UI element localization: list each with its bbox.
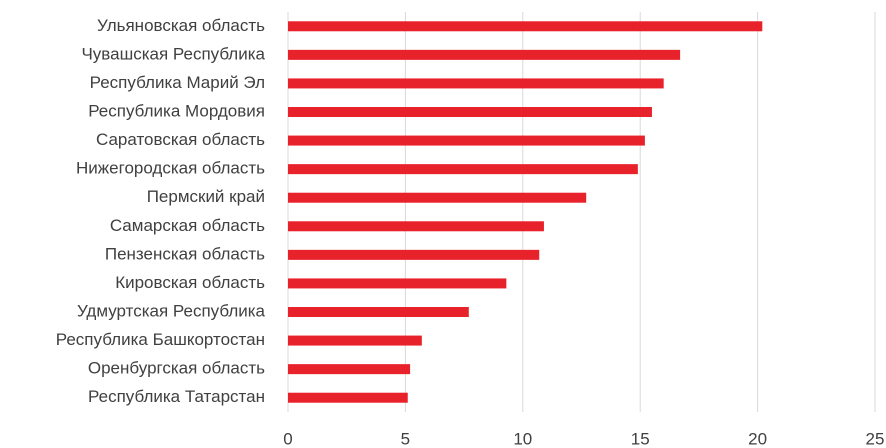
x-tick-label: 10 (513, 429, 532, 448)
x-tick-label: 25 (866, 429, 885, 448)
x-tick-label: 15 (631, 429, 650, 448)
y-tick-label: Самарская область (110, 216, 265, 235)
bar (288, 78, 664, 89)
y-tick-label: Саратовская область (96, 130, 265, 149)
y-tick-label: Ульяновская область (97, 16, 265, 35)
bar (288, 49, 681, 60)
bar (288, 164, 638, 175)
x-tick-label: 0 (283, 429, 292, 448)
bar (288, 278, 507, 289)
y-tick-label: Пермский край (147, 187, 265, 206)
y-tick-label: Удмуртская Республика (77, 301, 266, 320)
y-tick-label: Республика Мордовия (88, 101, 265, 120)
bar (288, 107, 652, 117)
y-tick-label: Республика Марий Эл (90, 73, 265, 92)
bar (288, 392, 408, 403)
bar (288, 249, 540, 260)
bar (288, 364, 411, 375)
bar (288, 221, 544, 232)
y-tick-label: Республика Татарстан (88, 387, 265, 406)
bar (288, 335, 422, 346)
bar (288, 135, 645, 146)
x-tick-label: 20 (748, 429, 767, 448)
y-tick-label: Пензенская область (105, 244, 265, 263)
bar (288, 192, 587, 203)
y-tick-label: Чувашская Республика (81, 44, 265, 63)
bar (288, 21, 763, 32)
y-tick-label: Оренбургская область (88, 359, 265, 378)
y-tick-label: Республика Башкортостан (56, 330, 265, 349)
x-tick-label: 5 (401, 429, 410, 448)
y-tick-label: Нижегородская область (76, 159, 265, 178)
y-tick-label: Кировская область (115, 273, 265, 292)
bar (288, 307, 469, 317)
